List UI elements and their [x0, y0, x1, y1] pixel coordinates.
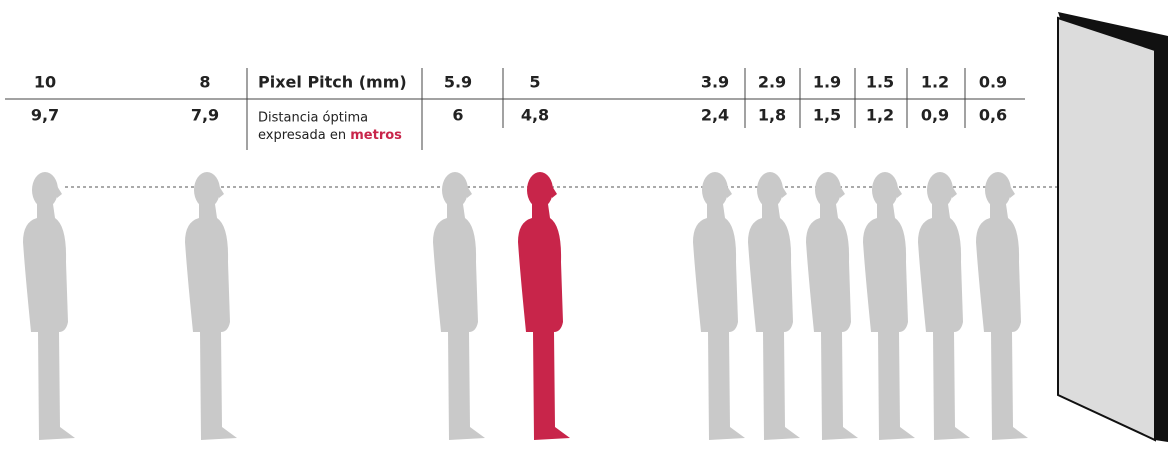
screen-edge	[1058, 12, 1168, 442]
distance-value: 2,4	[701, 106, 729, 125]
pitch-label: Pixel Pitch (mm)	[258, 73, 407, 92]
distance-value: 6	[452, 106, 463, 125]
pitch-value: 2.9	[758, 73, 786, 92]
person-silhouette	[433, 172, 485, 440]
person-silhouette	[693, 172, 745, 440]
pitch-value: 1.9	[813, 73, 841, 92]
pitch-value: 5	[529, 73, 540, 92]
distance-label: expresada en metros	[258, 128, 402, 143]
person-silhouette	[806, 172, 858, 440]
distance-value: 0,6	[979, 106, 1007, 125]
distance-label: Distancia óptima	[258, 111, 368, 126]
distance-label: expresada en	[258, 128, 346, 143]
pitch-value: 5.9	[444, 73, 472, 92]
distance-unit: metros	[350, 128, 402, 143]
pitch-value: 10	[34, 73, 56, 92]
person-silhouette	[23, 172, 75, 440]
person-silhouette	[918, 172, 970, 440]
pitch-value: 1.5	[866, 73, 894, 92]
pitch-value: 3.9	[701, 73, 729, 92]
distance-value: 7,9	[191, 106, 219, 125]
pitch-value: 8	[199, 73, 210, 92]
person-silhouette	[863, 172, 915, 440]
person-silhouette	[976, 172, 1028, 440]
distance-value: 1,5	[813, 106, 841, 125]
distance-value: 9,7	[31, 106, 59, 125]
person-silhouette	[518, 172, 570, 440]
screen	[1057, 16, 1156, 442]
distance-value: 1,2	[866, 106, 894, 125]
distance-value: 0,9	[921, 106, 949, 125]
distance-value: 1,8	[758, 106, 786, 125]
person-silhouette	[185, 172, 237, 440]
distance-value: 4,8	[521, 106, 549, 125]
pitch-value: 0.9	[979, 73, 1007, 92]
pitch-value: 1.2	[921, 73, 949, 92]
person-silhouette	[748, 172, 800, 440]
